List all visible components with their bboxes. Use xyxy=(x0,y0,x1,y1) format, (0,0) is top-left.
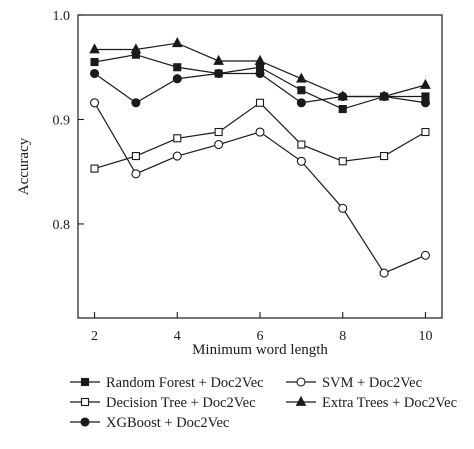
data-point xyxy=(297,86,306,95)
data-point xyxy=(296,72,307,83)
data-point xyxy=(89,43,100,54)
data-point xyxy=(173,134,182,143)
x-tick-label: 4 xyxy=(174,329,181,344)
data-point xyxy=(89,98,100,108)
x-axis-title: Minimum word length xyxy=(192,342,328,358)
data-point xyxy=(214,140,224,150)
data-point xyxy=(420,78,431,89)
axes: 0.8 0.9 1.0 2 4 6 8 10 xyxy=(53,9,443,344)
data-point xyxy=(420,250,431,260)
data-point xyxy=(172,151,182,161)
data-point xyxy=(420,98,431,108)
legend-item: XGBoost + Doc2Vec xyxy=(70,415,229,431)
data-point xyxy=(255,68,265,79)
legend-label: SVM + Doc2Vec xyxy=(322,375,422,391)
series-4 xyxy=(89,37,431,101)
data-point xyxy=(378,90,390,101)
data-point xyxy=(337,90,349,101)
legend-label: XGBoost + Doc2Vec xyxy=(106,415,229,431)
data-point xyxy=(255,98,265,107)
data-point xyxy=(297,140,306,149)
data-point xyxy=(338,203,348,213)
data-point xyxy=(380,152,389,161)
legend-label: Extra Trees + Doc2Vec xyxy=(322,395,457,411)
data-point xyxy=(296,156,306,166)
data-point xyxy=(131,98,141,108)
data-point xyxy=(130,43,142,54)
data-point xyxy=(214,127,223,137)
data-point xyxy=(255,127,265,137)
data-point xyxy=(254,54,266,65)
legend-label: Random Forest + Doc2Vec xyxy=(106,375,264,391)
data-point xyxy=(296,98,306,108)
series-layer xyxy=(89,37,431,278)
data-point xyxy=(131,152,140,161)
y-tick-label: 0.8 xyxy=(53,218,71,233)
x-tick-label: 2 xyxy=(91,329,98,344)
legend-item: Decision Tree + Doc2Vec xyxy=(70,395,256,411)
legend: Random Forest + Doc2Vec SVM + Doc2Vec Deci… xyxy=(70,375,457,431)
data-point xyxy=(173,63,182,72)
data-point xyxy=(421,127,430,137)
legend-item: Random Forest + Doc2Vec xyxy=(70,375,264,391)
legend-marker xyxy=(80,417,90,427)
data-point xyxy=(338,157,347,166)
data-point xyxy=(90,57,99,67)
y-tick-label: 0.9 xyxy=(53,113,71,128)
data-point xyxy=(90,164,99,173)
data-point xyxy=(131,169,141,179)
y-axis-title: Accuracy xyxy=(16,137,32,195)
x-tick-label: 10 xyxy=(418,329,432,344)
x-tick-label: 6 xyxy=(257,329,264,344)
legend-item: SVM + Doc2Vec xyxy=(286,375,422,391)
data-point xyxy=(338,104,347,114)
data-point xyxy=(213,54,224,65)
data-point xyxy=(89,68,100,79)
legend-marker xyxy=(296,377,306,387)
data-point xyxy=(379,268,389,278)
y-tick-label: 1.0 xyxy=(53,9,71,24)
x-tick-label: 8 xyxy=(339,329,346,344)
data-point xyxy=(172,74,182,84)
series-3 xyxy=(89,98,431,278)
series-1 xyxy=(90,98,430,173)
legend-marker xyxy=(295,395,307,406)
data-point xyxy=(214,68,224,79)
legend-label: Decision Tree + Doc2Vec xyxy=(106,395,256,411)
legend-marker xyxy=(80,397,90,407)
legend-marker xyxy=(80,377,90,387)
legend-item: Extra Trees + Doc2Vec xyxy=(286,395,457,411)
data-point xyxy=(171,37,183,48)
